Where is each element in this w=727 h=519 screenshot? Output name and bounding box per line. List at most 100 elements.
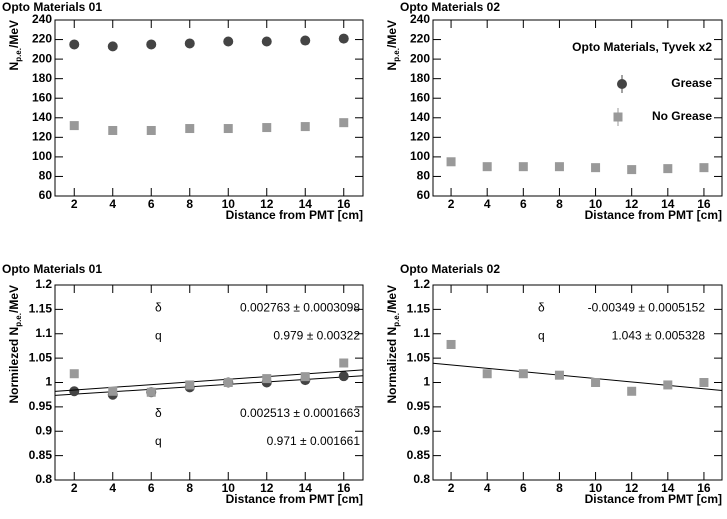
data-point	[339, 358, 349, 368]
fit-line	[54, 375, 364, 396]
data-point	[591, 163, 601, 173]
y-tick-label: 60	[39, 188, 53, 202]
y-tick-label: 1	[45, 375, 52, 389]
y-label-sub: p.e.	[392, 48, 401, 62]
x-tick-label: 10	[589, 197, 603, 211]
x-tick-label: 4	[484, 481, 491, 495]
y-tick-label: 0.95	[29, 399, 53, 413]
x-tick-label: 2	[448, 481, 455, 495]
y-tick-label: 0.95	[407, 399, 431, 413]
data-point	[482, 369, 492, 379]
x-tick-label: 14	[661, 481, 675, 495]
x-tick-label: 12	[625, 481, 639, 495]
y-tick-label: 0.85	[407, 448, 431, 462]
x-tick-label: 6	[520, 197, 527, 211]
y-tick-label: 120	[410, 130, 430, 144]
data-point	[338, 33, 349, 44]
y-label-unit: /MeV	[7, 285, 21, 313]
y-tick-label: 140	[32, 110, 52, 124]
y-axis-label: Np.e./MeV	[7, 20, 23, 70]
y-label-unit: /MeV	[385, 285, 399, 313]
x-tick-label: 8	[186, 197, 193, 211]
x-tick-label: 2	[448, 197, 455, 211]
fit-line	[54, 369, 364, 392]
y-label-sub: p.e.	[14, 48, 23, 62]
y-tick-label: 220	[32, 32, 52, 46]
data-point	[262, 374, 272, 384]
y-tick-label: 200	[410, 51, 430, 65]
x-tick-label: 10	[589, 481, 603, 495]
y-tick-label: 1.05	[29, 350, 53, 364]
y-tick-label: 180	[410, 71, 430, 85]
x-axis-label: Distance from PMT [cm]	[226, 492, 363, 506]
legend-title: Opto Materials, Tyvek x2	[572, 40, 712, 54]
x-tick-label: 8	[556, 481, 563, 495]
data-point	[518, 162, 528, 172]
plot-frame	[54, 19, 364, 197]
y-tick-label: 120	[32, 130, 52, 144]
data-point	[185, 124, 195, 134]
panel-title: Opto Materials 02	[400, 0, 500, 14]
y-tick-label: 1	[423, 375, 430, 389]
fit-value: 0.002513 ± 0.0001663	[240, 406, 360, 420]
panel-title: Opto Materials 02	[400, 262, 500, 276]
legend-label: No Grease	[652, 109, 712, 123]
legend-marker	[617, 79, 627, 89]
y-tick-label: 240	[410, 12, 430, 26]
y-tick-label: 100	[410, 149, 430, 163]
y-tick-label: 140	[410, 110, 430, 124]
data-point	[262, 123, 272, 133]
y-label-main: N	[7, 62, 21, 71]
y-axis-label: Normilezed Np.e./MeV	[7, 285, 23, 403]
y-label-sub: p.e.	[14, 313, 23, 327]
data-point	[446, 157, 456, 167]
x-tick-label: 4	[109, 197, 116, 211]
y-tick-label: 1.1	[35, 326, 52, 340]
data-point	[663, 380, 673, 390]
data-point	[591, 378, 601, 387]
x-tick-label: 6	[148, 197, 155, 211]
y-label-main: N	[385, 62, 399, 71]
data-point	[69, 386, 80, 397]
y-label-main: Normalized N	[385, 327, 399, 404]
data-point	[663, 164, 673, 174]
fit-value: 1.043 ± 0.005328	[612, 329, 706, 343]
x-tick-label: 2	[71, 481, 78, 495]
fit-line	[432, 362, 723, 391]
y-tick-label: 60	[417, 188, 431, 202]
y-tick-label: 80	[39, 169, 53, 183]
y-label-unit: /MeV	[385, 20, 399, 48]
x-axis-label: Distance from PMT [cm]	[585, 208, 722, 222]
data-point	[627, 165, 637, 175]
data-point	[300, 35, 311, 46]
x-tick-label: 4	[484, 197, 491, 211]
x-tick-label: 12	[260, 481, 274, 495]
data-point	[69, 121, 79, 131]
x-tick-label: 12	[260, 197, 274, 211]
y-tick-label: 1.05	[407, 350, 431, 364]
x-tick-label: 12	[625, 197, 639, 211]
plot-frame	[432, 19, 723, 197]
y-tick-label: 1.15	[407, 302, 431, 316]
y-axis-label: Normalized Np.e./MeV	[385, 285, 401, 403]
data-point	[518, 369, 528, 379]
x-axis-label: Distance from PMT [cm]	[585, 492, 722, 506]
y-tick-label: 0.9	[35, 423, 52, 437]
data-point	[300, 122, 310, 132]
data-point	[338, 371, 349, 382]
y-tick-label: 80	[417, 169, 431, 183]
fit-symbol: q	[538, 329, 545, 343]
data-point	[185, 380, 195, 390]
data-point	[339, 118, 349, 128]
data-point	[300, 372, 310, 382]
x-tick-label: 16	[697, 481, 711, 495]
x-tick-label: 8	[556, 197, 563, 211]
data-point	[699, 378, 709, 387]
y-tick-label: 1.2	[413, 277, 430, 291]
data-point	[554, 370, 564, 380]
fit-symbol: q	[155, 329, 162, 343]
data-point	[482, 162, 492, 172]
panel-title: Opto Materials 01	[2, 0, 102, 14]
x-tick-label: 16	[697, 197, 711, 211]
data-point	[146, 125, 156, 135]
